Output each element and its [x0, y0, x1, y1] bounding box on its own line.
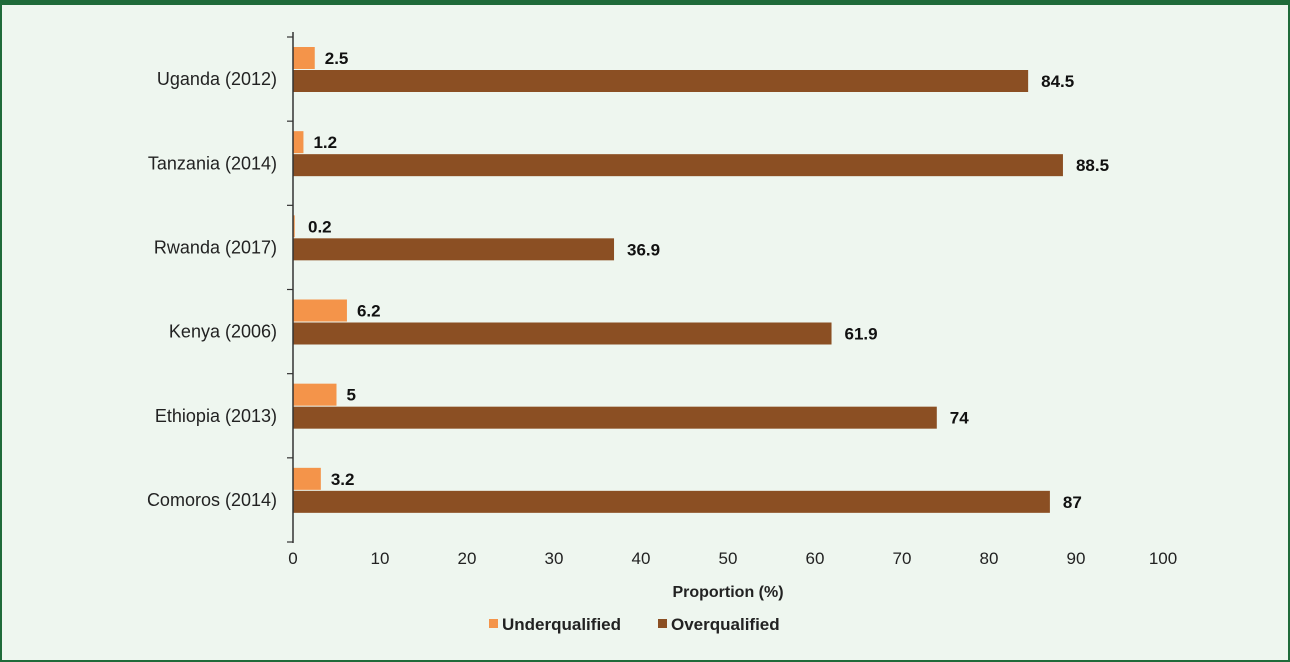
x-tick-label: 20: [458, 549, 477, 568]
bars-layer: [293, 47, 1063, 513]
data-label-underqualified: 1.2: [313, 133, 337, 152]
bar-underqualified: [293, 467, 321, 490]
bar-underqualified: [293, 215, 295, 238]
data-label-underqualified: 5: [347, 386, 356, 405]
x-tick-label: 0: [288, 549, 297, 568]
category-label: Rwanda (2017): [154, 237, 277, 257]
x-tick-label: 100: [1149, 549, 1177, 568]
data-label-overqualified: 74: [950, 409, 969, 428]
bar-overqualified: [293, 322, 832, 345]
bar-overqualified: [293, 490, 1050, 513]
x-axis-title: Proportion (%): [672, 584, 783, 601]
x-tick-label: 10: [371, 549, 390, 568]
data-label-overqualified: 84.5: [1041, 72, 1074, 91]
x-tick-label: 60: [806, 549, 825, 568]
legend-swatch: [658, 619, 667, 628]
data-label-overqualified: 61.9: [845, 325, 878, 344]
category-label: Tanzania (2014): [148, 153, 277, 173]
bar-overqualified: [293, 70, 1029, 92]
bar-chart: Uganda (2012) 2.5 84.5 Tanzania (2014) 1.2 88…: [147, 32, 1177, 634]
bar-overqualified: [293, 406, 937, 429]
bar-underqualified: [293, 131, 304, 154]
bar-underqualified: [293, 383, 337, 406]
legend-label: Overqualified: [671, 615, 780, 634]
x-tick-label: 30: [545, 549, 564, 568]
bar-underqualified: [293, 299, 347, 322]
data-label-underqualified: 2.5: [325, 49, 349, 68]
category-label: Uganda (2012): [157, 69, 277, 89]
category-label: Comoros (2014): [147, 490, 277, 510]
legend: Underqualified Overqualified: [489, 615, 780, 634]
data-label-overqualified: 88.5: [1076, 156, 1109, 175]
x-tick-label: 50: [719, 549, 738, 568]
x-tick-label: 80: [980, 549, 999, 568]
data-label-underqualified: 3.2: [331, 470, 355, 489]
legend-swatch: [489, 619, 498, 628]
category-label: Kenya (2006): [169, 322, 277, 342]
data-label-overqualified: 87: [1063, 493, 1082, 512]
x-tick-label: 40: [632, 549, 651, 568]
data-label-underqualified: 0.2: [308, 217, 332, 236]
data-label-underqualified: 6.2: [357, 302, 381, 321]
x-axis: 0 10 20 30 40 50 60 70 80 90 100: [287, 36, 1177, 568]
x-tick-label: 70: [893, 549, 912, 568]
category-label: Ethiopia (2013): [155, 406, 277, 426]
data-label-overqualified: 36.9: [627, 240, 660, 259]
legend-label: Underqualified: [502, 615, 621, 634]
bar-overqualified: [293, 154, 1063, 177]
labels-layer: Uganda (2012) 2.5 84.5 Tanzania (2014) 1.2 88…: [147, 49, 1109, 512]
bar-underqualified: [293, 47, 315, 69]
bar-overqualified: [293, 238, 615, 261]
x-tick-label: 90: [1067, 549, 1086, 568]
